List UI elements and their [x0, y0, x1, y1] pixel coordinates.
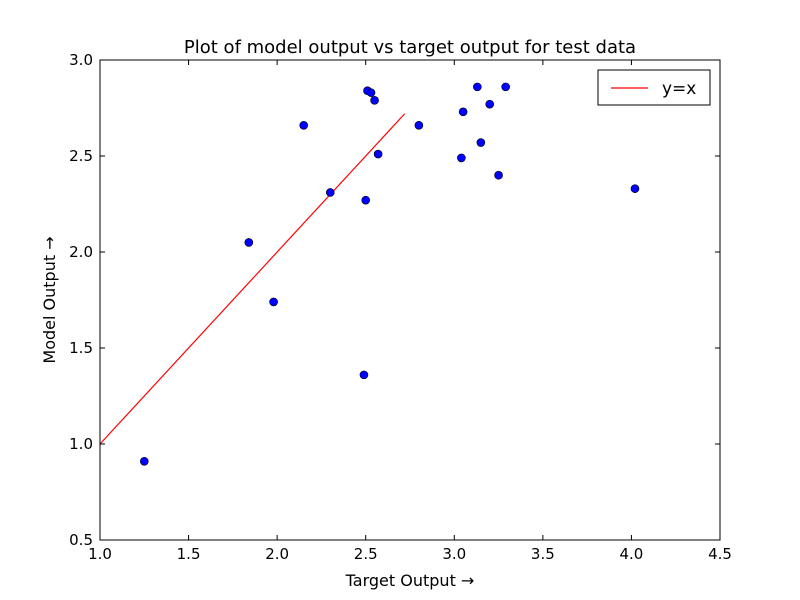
- plot-frame: [99, 59, 721, 541]
- data-point-5: [325, 188, 335, 197]
- legend-label-y-equals-x: y=x: [662, 79, 696, 99]
- data-point-12: [414, 120, 424, 130]
- data-point-6: [359, 370, 369, 380]
- data-point-7: [361, 195, 371, 205]
- y-tick-label: 1.5: [69, 339, 93, 357]
- data-point-11: [373, 149, 383, 159]
- x-tick-label: 1.0: [88, 545, 112, 563]
- x-tick-label: 4.0: [619, 545, 643, 563]
- y-tick-label: 2.5: [69, 147, 93, 165]
- data-point-18: [494, 170, 503, 180]
- x-tick-label: 2.5: [354, 545, 378, 563]
- x-tick-label: 3.5: [531, 545, 555, 563]
- x-tick-label: 3.0: [442, 545, 466, 563]
- data-point-3: [269, 297, 278, 307]
- data-point-13: [457, 153, 466, 163]
- data-point-14: [458, 107, 468, 117]
- chart-title: Plot of model output vs target output fo…: [184, 37, 636, 58]
- data-point-15: [473, 82, 482, 92]
- y-tick-label: 3.0: [69, 51, 93, 69]
- data-point-10: [370, 96, 379, 105]
- data-point-17: [485, 99, 495, 109]
- y-axis-title: Model Output →: [40, 236, 59, 363]
- x-tick-label: 2.0: [265, 545, 289, 563]
- series-line-y-equals-x: [99, 113, 406, 445]
- y-tick-label: 0.5: [69, 531, 93, 549]
- x-axis-title: Target Output →: [345, 571, 475, 590]
- y-tick-label: 2.0: [69, 243, 93, 261]
- data-point-19: [501, 82, 510, 92]
- data-point-16: [476, 138, 486, 147]
- data-point-4: [299, 120, 309, 130]
- data-point-9: [366, 88, 376, 97]
- axis-ticks: 1.0 1.5 2.0 2.5 3.0 3.5 4.0 4.50.51.01.52.02.53…: [69, 51, 732, 563]
- y-tick-label: 1.0: [69, 435, 93, 453]
- data-point-20: [630, 184, 640, 193]
- plot-area: [99, 82, 640, 466]
- data-point-1: [139, 456, 149, 466]
- x-tick-label: 4.5: [708, 545, 732, 563]
- data-point-2: [244, 238, 254, 247]
- x-tick-label: 1.5: [177, 545, 201, 563]
- legend: y=x: [597, 69, 711, 106]
